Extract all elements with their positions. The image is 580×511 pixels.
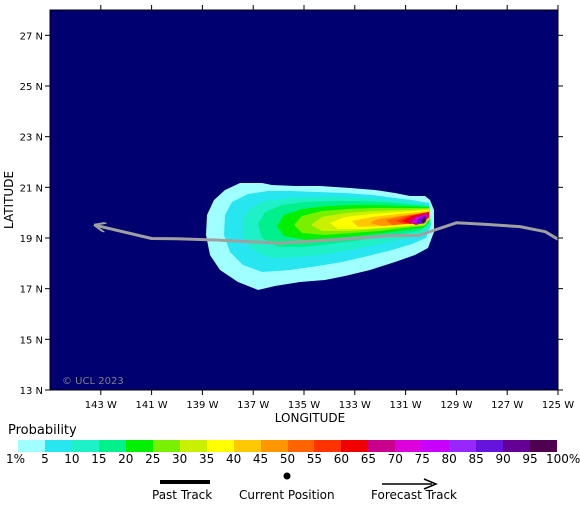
legend-tick-label: 75 bbox=[414, 452, 430, 466]
lon-tick-label: 141 W bbox=[136, 400, 168, 411]
lon-tick-label: 143 W bbox=[85, 400, 117, 411]
x-axis-label: LONGITUDE bbox=[275, 411, 345, 425]
probability-tick-labels: 1% 5 10 15 20 25 30 35 40 45 50 55 60 65 70 75 80 85 90 95 1… bbox=[0, 452, 580, 468]
probability-color-bar bbox=[18, 440, 558, 452]
legend-color-swatch bbox=[18, 440, 45, 452]
legend-tick-label: 70 bbox=[387, 452, 403, 466]
longitude-axis: 143 W 141 W 139 W 137 W 135 W 133 W 131 W 129 W… bbox=[85, 5, 574, 411]
lat-tick-label: 27 N bbox=[20, 31, 43, 42]
swath-95pct bbox=[421, 217, 426, 224]
legend-tick-label: 40 bbox=[225, 452, 242, 466]
forecast-arrow-icon bbox=[423, 478, 438, 490]
legend-color-swatch bbox=[71, 440, 99, 452]
forecast-track-label: Forecast Track bbox=[371, 488, 457, 502]
lon-tick-label: 125 W bbox=[542, 400, 574, 411]
legend-color-swatch bbox=[179, 440, 207, 452]
legend-tick-label: 25 bbox=[145, 452, 161, 466]
legend-tick-label: 30 bbox=[172, 452, 188, 466]
legend-tick-label: 1% bbox=[6, 452, 26, 466]
lat-tick-label: 25 N bbox=[20, 82, 43, 93]
legend-color-swatch bbox=[314, 440, 342, 452]
legend-color-swatch bbox=[152, 440, 180, 452]
legend-color-swatch bbox=[206, 440, 234, 452]
legend-tick-label: 20 bbox=[118, 452, 134, 466]
current-position-label: Current Position bbox=[239, 488, 335, 502]
past-track-line bbox=[392, 221, 558, 241]
legend-tick-label: 85 bbox=[468, 452, 484, 466]
legend-color-swatch bbox=[44, 440, 72, 452]
legend-title: Probability bbox=[8, 423, 77, 438]
lat-tick-label: 19 N bbox=[20, 234, 43, 245]
legend-tick-label: 45 bbox=[252, 452, 269, 466]
latitude-axis: 27 N 25 N 23 N 21 N 19 N 17 N 15 N 13 N bbox=[20, 31, 563, 397]
legend-tick-label: 55 bbox=[306, 452, 323, 466]
lat-tick-label: 15 N bbox=[20, 335, 43, 346]
legend-tick-label: 100% bbox=[546, 452, 580, 466]
legend-color-swatch bbox=[260, 440, 288, 452]
legend-tick-label: 35 bbox=[199, 452, 215, 466]
y-axis-label: LATITUDE bbox=[2, 171, 16, 229]
legend-tick-label: 15 bbox=[91, 452, 107, 466]
legend-color-swatch bbox=[341, 440, 369, 452]
current-position-symbol bbox=[283, 472, 291, 480]
lon-tick-label: 135 W bbox=[288, 400, 320, 411]
lat-tick-label: 23 N bbox=[20, 133, 43, 144]
watermark: © UCL 2023 bbox=[62, 376, 124, 387]
legend-color-swatch bbox=[449, 440, 477, 452]
legend-tick-label: 50 bbox=[279, 452, 296, 466]
probability-swath bbox=[206, 183, 434, 290]
forecast-track-line bbox=[96, 225, 394, 245]
track-key: Past Track Current Position Forecast Tra… bbox=[0, 470, 580, 510]
legend-color-swatch bbox=[476, 440, 504, 452]
legend-color-swatch bbox=[395, 440, 423, 452]
lon-tick-label: 139 W bbox=[186, 400, 218, 411]
legend-tick-label: 80 bbox=[441, 452, 457, 466]
legend-tick-label: 10 bbox=[64, 452, 80, 466]
lat-tick-label: 13 N bbox=[20, 386, 43, 397]
lon-tick-label: 131 W bbox=[390, 400, 422, 411]
legend-color-swatch bbox=[503, 440, 531, 452]
legend-color-swatch bbox=[287, 440, 315, 452]
legend-tick-label: 90 bbox=[495, 452, 511, 466]
legend-color-swatch bbox=[233, 440, 261, 452]
lat-tick-label: 21 N bbox=[20, 183, 43, 194]
legend-color-swatch bbox=[98, 440, 126, 452]
past-track-label: Past Track bbox=[152, 488, 213, 502]
legend-tick-label: 95 bbox=[522, 452, 538, 466]
legend-color-swatch bbox=[125, 440, 153, 452]
legend-color-swatch bbox=[368, 440, 396, 452]
lon-tick-label: 127 W bbox=[491, 400, 523, 411]
legend-color-swatch bbox=[530, 440, 558, 452]
legend-tick-label: 60 bbox=[333, 452, 350, 466]
lon-tick-label: 129 W bbox=[440, 400, 472, 411]
lon-tick-label: 137 W bbox=[237, 400, 269, 411]
lon-tick-label: 133 W bbox=[339, 400, 371, 411]
probability-map: 27 N25 N23 N21 N19 N17 N15 N13 N 143 W 14… bbox=[2, 5, 574, 425]
legend-color-swatch bbox=[422, 440, 450, 452]
legend-tick-label: 65 bbox=[360, 452, 376, 466]
legend-tick-label: 5 bbox=[41, 452, 49, 466]
lat-tick-label: 17 N bbox=[20, 285, 43, 296]
